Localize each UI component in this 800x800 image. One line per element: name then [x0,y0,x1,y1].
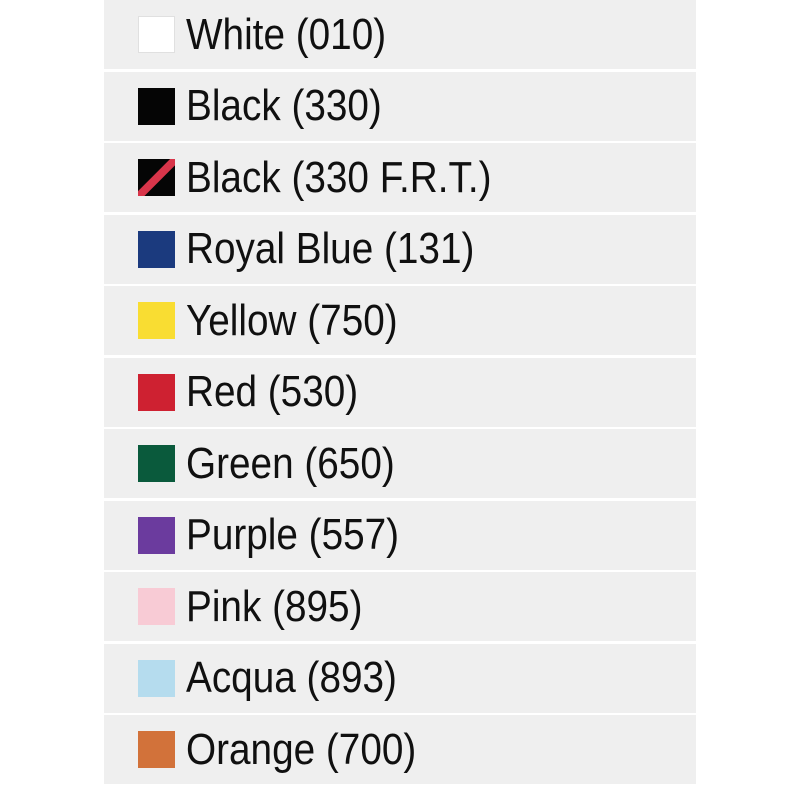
legend-row-label: Acqua (893) [186,653,397,702]
legend-row: Black (330 F.R.T.) [104,143,696,212]
legend-row-label: Black (330) [186,81,382,130]
legend-row-label: Yellow (750) [186,295,398,345]
color-swatch [138,659,175,697]
legend-row-label: Purple (557) [186,510,400,559]
legend-row: Green (650) [104,429,696,498]
legend-row: White (010) [104,0,696,69]
color-swatch [138,731,175,768]
color-swatch [138,159,175,196]
color-swatch [138,588,175,625]
legend-row: Purple (557) [104,500,696,570]
legend-row: Orange (700) [104,715,696,784]
legend-row-label: Pink (895) [186,581,363,631]
legend-row-label: Green (650) [186,438,395,488]
legend-row-label: Red (530) [186,367,359,416]
legend-row: Royal Blue (131) [104,214,696,284]
legend-row: Red (530) [104,357,696,427]
legend-row-label: Orange (700) [186,724,417,774]
color-swatch [138,445,175,482]
legend-row-label: White (010) [186,9,387,59]
color-swatch [138,87,175,125]
legend-row-label: Royal Blue (131) [186,224,475,273]
color-swatch [138,516,175,554]
color-swatch [138,373,175,411]
legend-row-label: Black (330 F.R.T.) [186,152,492,202]
color-swatch [138,230,175,268]
legend-row: Black (330) [104,71,696,141]
legend-row: Pink (895) [104,572,696,641]
color-swatch [138,16,175,53]
legend-row: Acqua (893) [104,643,696,713]
legend-row: Yellow (750) [104,286,696,355]
diagonal-stripe-marker [138,159,175,196]
color-swatch [138,302,175,339]
